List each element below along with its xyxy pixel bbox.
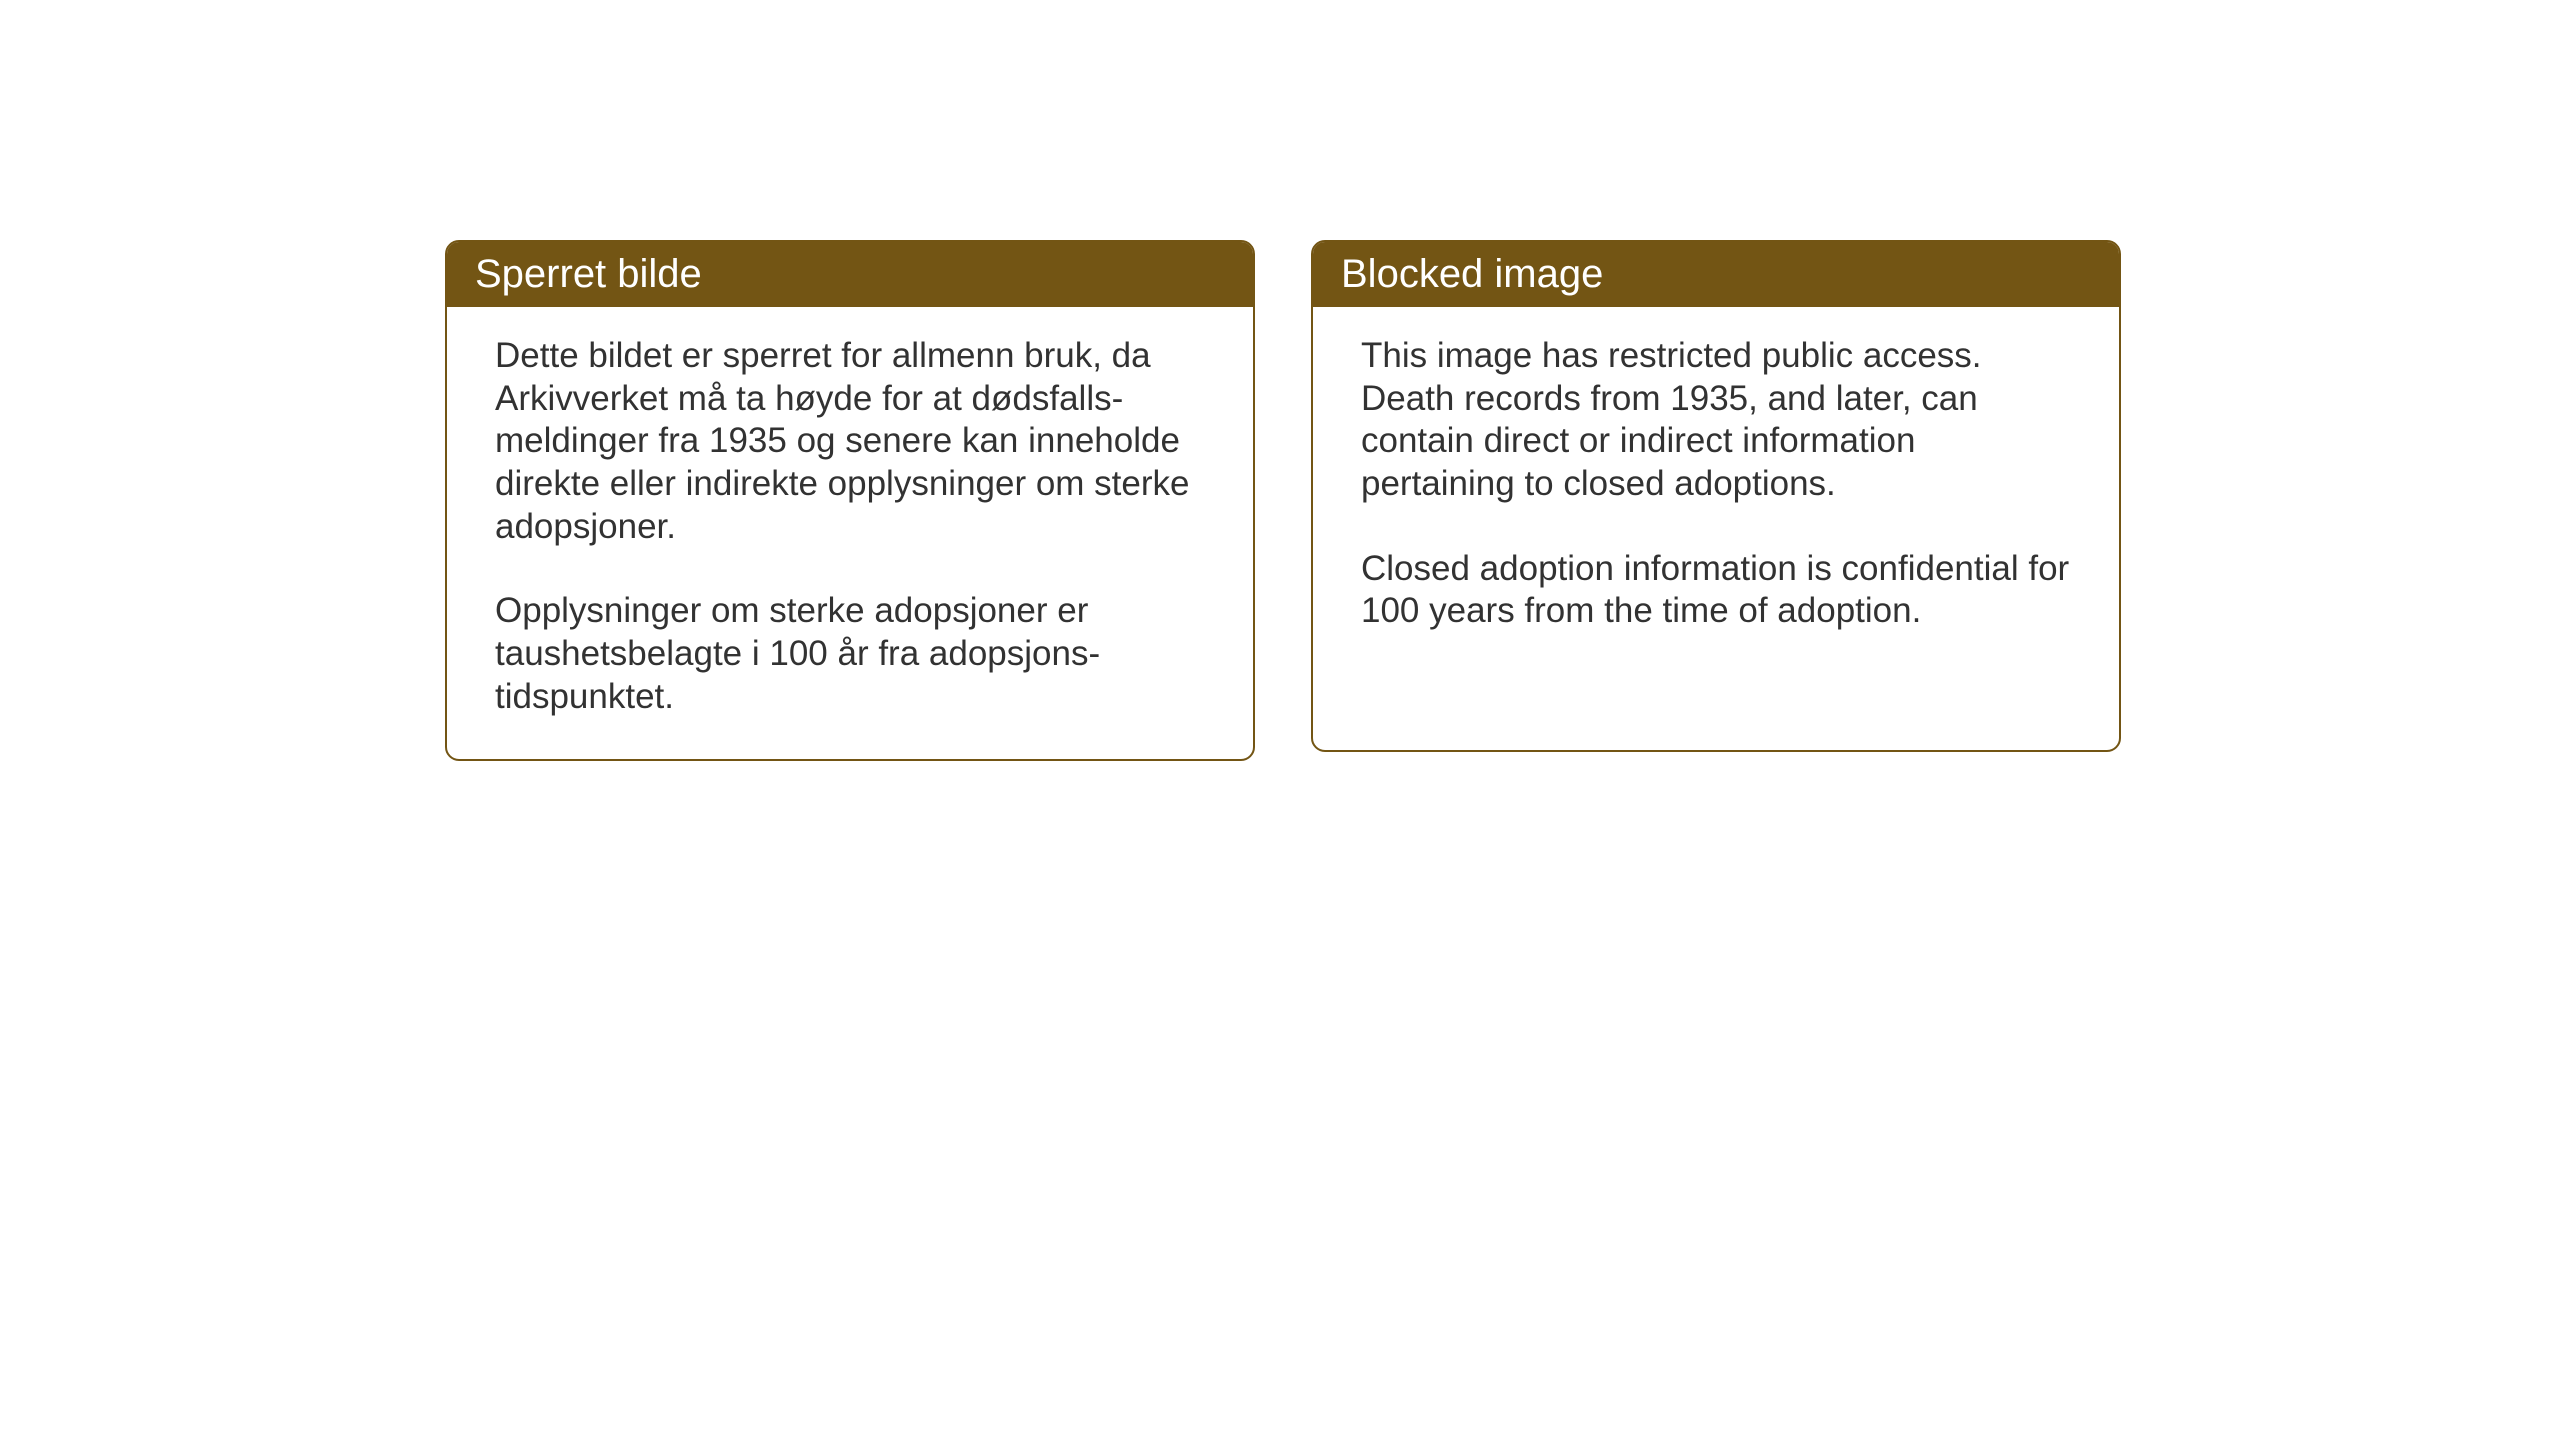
card-paragraph-2-norwegian: Opplysninger om sterke adopsjoner er tau… bbox=[495, 590, 1205, 718]
notice-card-norwegian: Sperret bilde Dette bildet er sperret fo… bbox=[445, 240, 1255, 761]
card-paragraph-1-english: This image has restricted public access.… bbox=[1361, 335, 2071, 506]
notice-card-english: Blocked image This image has restricted … bbox=[1311, 240, 2121, 752]
card-paragraph-2-english: Closed adoption information is confident… bbox=[1361, 548, 2071, 633]
notice-cards-container: Sperret bilde Dette bildet er sperret fo… bbox=[445, 240, 2121, 761]
card-header-norwegian: Sperret bilde bbox=[447, 242, 1253, 307]
card-body-norwegian: Dette bildet er sperret for allmenn bruk… bbox=[447, 307, 1253, 759]
card-body-english: This image has restricted public access.… bbox=[1313, 307, 2119, 673]
card-title-norwegian: Sperret bilde bbox=[475, 252, 702, 296]
card-header-english: Blocked image bbox=[1313, 242, 2119, 307]
card-title-english: Blocked image bbox=[1341, 252, 1603, 296]
card-paragraph-1-norwegian: Dette bildet er sperret for allmenn bruk… bbox=[495, 335, 1205, 548]
